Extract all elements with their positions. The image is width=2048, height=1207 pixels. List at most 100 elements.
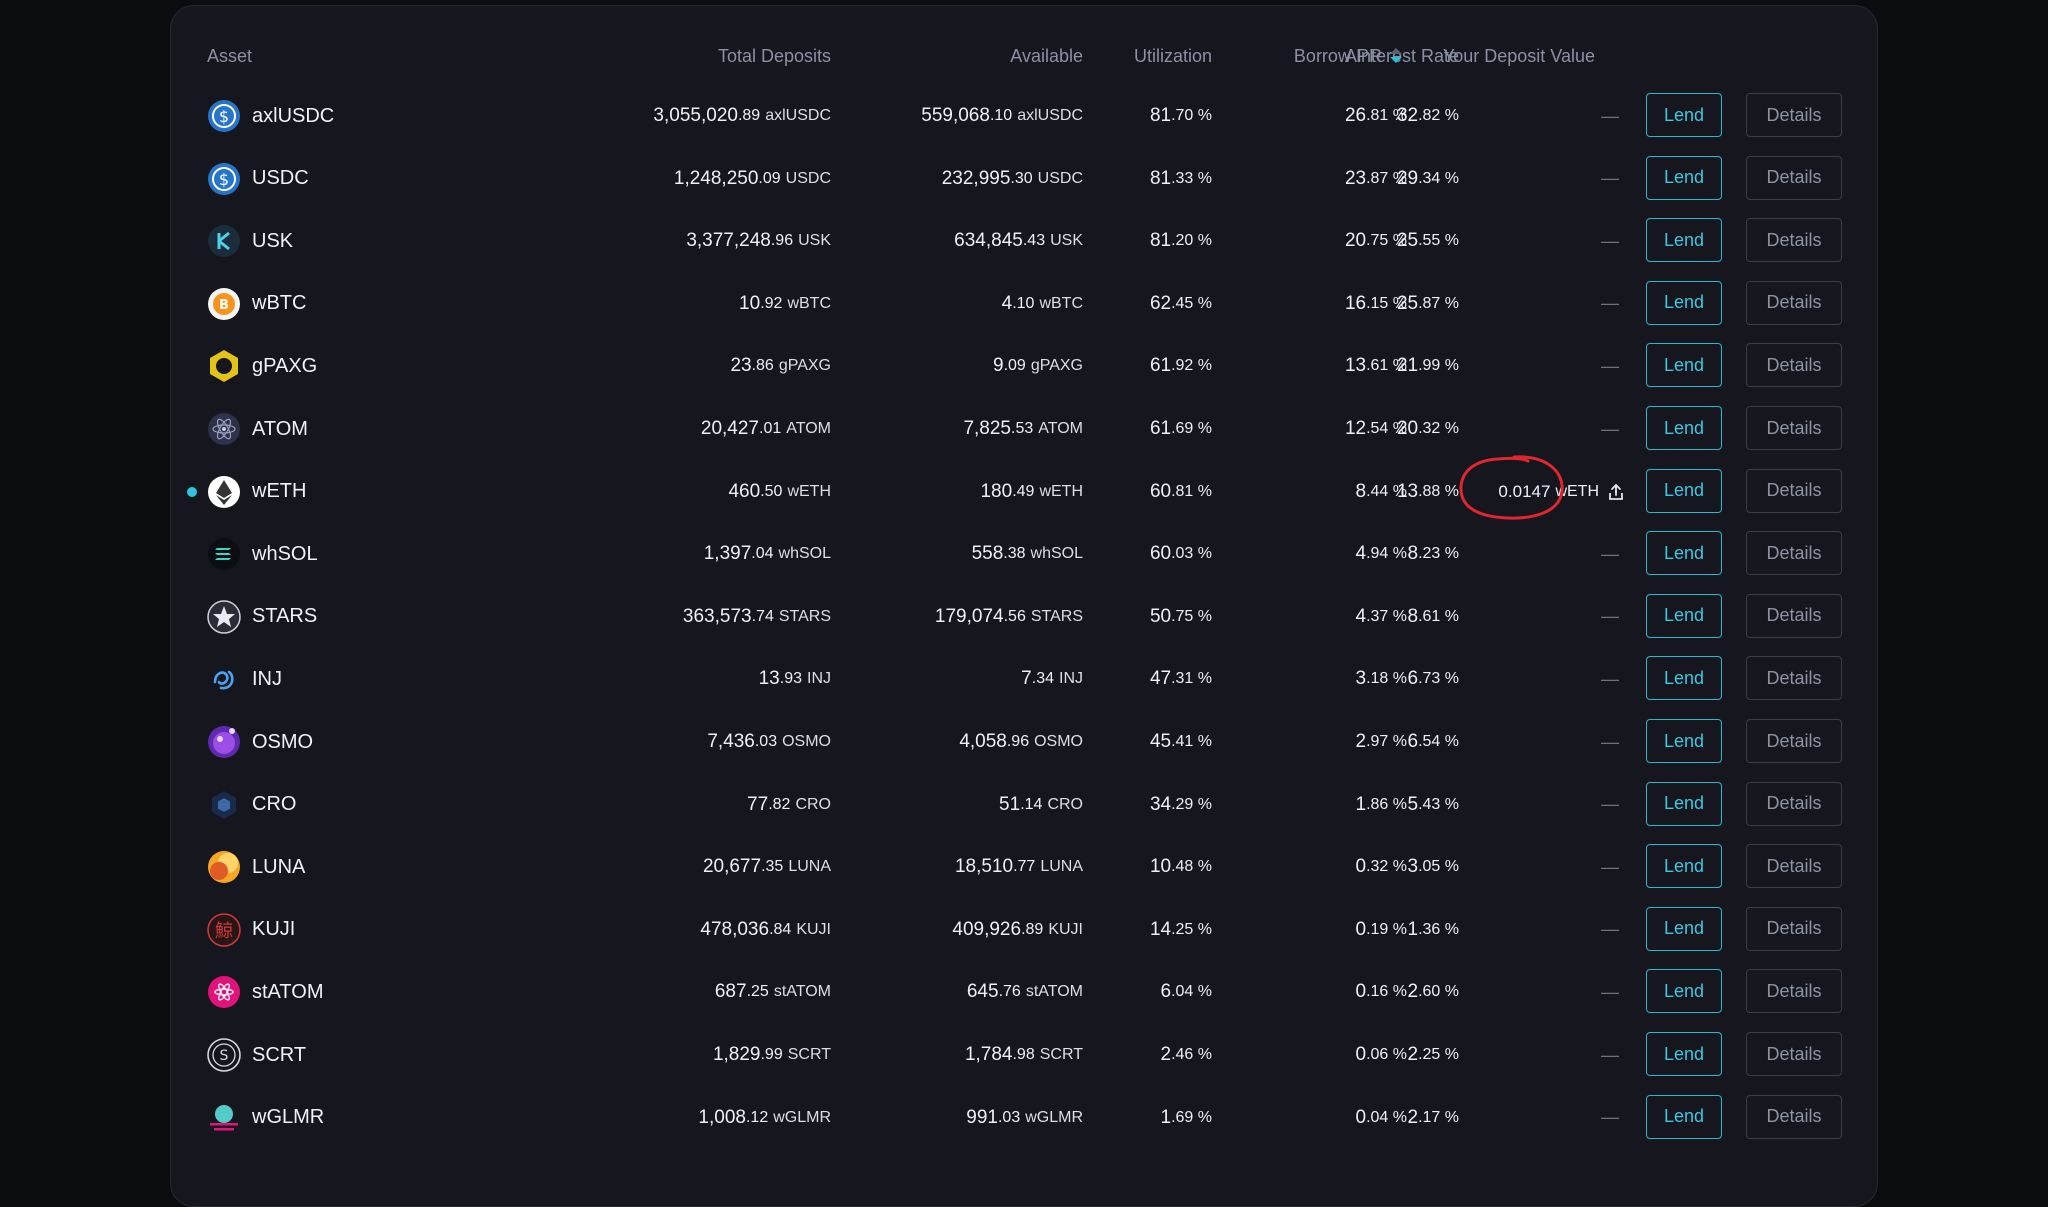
lend-button[interactable]: Lend xyxy=(1646,406,1722,450)
details-button[interactable]: Details xyxy=(1746,280,1842,325)
details-button[interactable]: Details xyxy=(1746,218,1842,263)
value-dec: .87 % xyxy=(1418,294,1459,312)
table-row[interactable]: wETH 460.50 wETH 180.49 wETH 60.81 % 13.88 % 8.… xyxy=(171,461,1877,523)
details-button[interactable]: Details xyxy=(1746,844,1842,889)
details-button[interactable]: Details xyxy=(1746,343,1842,388)
table-row[interactable]: whSOL 1,397.04 whSOL 558.38 whSOL 60.03 % 8.23… xyxy=(171,523,1877,585)
withdraw-upload-icon[interactable] xyxy=(1607,482,1625,502)
value-unit: whSOL xyxy=(1030,545,1083,563)
lend-button[interactable]: Lend xyxy=(1646,1032,1722,1076)
value-dec: .96 xyxy=(770,232,794,250)
lend-button[interactable]: Lend xyxy=(1646,656,1722,701)
details-button[interactable]: Details xyxy=(1746,1032,1842,1076)
value-dec: .12 xyxy=(745,1108,769,1126)
borrow-interest-rate: 13.88 % xyxy=(1397,461,1459,523)
value-dec: .41 % xyxy=(1171,733,1212,750)
details-button[interactable]: Details xyxy=(1746,593,1842,638)
lend-button[interactable]: Lend xyxy=(1646,1094,1722,1139)
col-utilization[interactable]: Utilization xyxy=(1133,46,1212,66)
table-row[interactable]: LUNA 20,677.35 LUNA 18,510.77 LUNA 10.48 % 3.0… xyxy=(171,836,1877,898)
lend-button[interactable]: Lend xyxy=(1646,969,1722,1014)
table-row[interactable]: INJ 13.93 INJ 7.34 INJ 47.31 % 6.73 % 3.18 % — Le… xyxy=(171,648,1877,710)
lend-button[interactable]: Lend xyxy=(1646,719,1722,763)
value-int: 0 xyxy=(1355,981,1367,1003)
value-dec: .92 xyxy=(760,294,783,312)
details-button[interactable]: Details xyxy=(1746,468,1842,513)
total-deposits: 10.92 wBTC xyxy=(739,273,831,335)
lend-button[interactable]: Lend xyxy=(1646,531,1722,576)
asset-name: stATOM xyxy=(252,980,324,1003)
lend-button[interactable]: Lend xyxy=(1646,468,1722,513)
value-unit: STARS xyxy=(778,607,831,625)
details-button[interactable]: Details xyxy=(1746,781,1842,826)
value-int: 1 xyxy=(1407,918,1419,940)
table-row[interactable]: STARS 363,573.74 STARS 179,074.56 STARS 50.75… xyxy=(171,586,1877,648)
details-button[interactable]: Details xyxy=(1746,93,1842,137)
details-button[interactable]: Details xyxy=(1746,531,1842,576)
value-int: 4 xyxy=(1001,292,1013,314)
col-total-deposits[interactable]: Total Deposits xyxy=(717,46,831,66)
lend-button[interactable]: Lend xyxy=(1646,593,1722,638)
lend-button[interactable]: Lend xyxy=(1646,155,1722,200)
col-available[interactable]: Available xyxy=(1010,46,1083,66)
table-row[interactable]: $ axlUSDC 3,055,020.89 axlUSDC 559,068.10 axl… xyxy=(171,85,1877,147)
value-int: 10 xyxy=(739,292,761,314)
details-button[interactable]: Details xyxy=(1746,719,1842,763)
table-row[interactable]: ATOM 20,427.01 ATOM 7,825.53 ATOM 61.69 % 20.3… xyxy=(171,398,1877,460)
borrow-interest-rate: 2.25 % xyxy=(1408,1024,1460,1086)
table-row[interactable]: wGLMR 1,008.12 wGLMR 991.03 wGLMR 1.69 % 2.17 … xyxy=(171,1087,1877,1149)
details-button[interactable]: Details xyxy=(1746,656,1842,701)
details-button[interactable]: Details xyxy=(1746,906,1842,951)
col-asset[interactable]: Asset xyxy=(207,46,253,66)
table-row[interactable]: gPAXG 23.86 gPAXG 9.09 gPAXG 61.92 % 21.99 % 13… xyxy=(171,335,1877,397)
sort-desc-icon[interactable] xyxy=(1390,48,1403,64)
value-int: 0 xyxy=(1355,1044,1367,1065)
details-button[interactable]: Details xyxy=(1746,969,1842,1014)
value-int: 1 xyxy=(1160,1106,1172,1128)
lend-button[interactable]: Lend xyxy=(1646,844,1722,889)
total-deposits: 687.25 stATOM xyxy=(715,961,831,1023)
value-unit: OSMO xyxy=(1034,733,1083,750)
value-int: 12 xyxy=(1344,418,1367,439)
value-dec: .37 % xyxy=(1366,607,1407,625)
your-deposit-value-empty: — xyxy=(1601,168,1619,189)
details-button[interactable]: Details xyxy=(1746,155,1842,200)
value-int: 1,784 xyxy=(964,1044,1013,1065)
value-int: 6 xyxy=(1160,981,1172,1003)
col-your-deposit-value[interactable]: Your Deposit Value xyxy=(1442,46,1595,66)
utilization: 81.20 % xyxy=(1150,210,1212,272)
value-int: 2 xyxy=(1355,731,1367,752)
lend-button[interactable]: Lend xyxy=(1646,906,1722,951)
total-deposits: 363,573.74 STARS xyxy=(683,586,831,648)
value-int: 4,058 xyxy=(959,731,1007,752)
lend-button[interactable]: Lend xyxy=(1646,218,1722,263)
borrow-interest-rate: 1.36 % xyxy=(1408,899,1460,961)
table-row[interactable]: S SCRT 1,829.99 SCRT 1,784.98 SCRT 2.46 % 2.25 … xyxy=(171,1024,1877,1086)
your-deposit-value-empty: — xyxy=(1601,543,1619,564)
lend-button[interactable]: Lend xyxy=(1646,781,1722,826)
value-int: 50 xyxy=(1149,605,1172,627)
available: 9.09 gPAXG xyxy=(993,335,1083,397)
apr: 0.16 % xyxy=(1356,961,1408,1023)
table-row[interactable]: USK 3,377,248.96 USK 634,845.43 USK 81.20 % 25… xyxy=(171,210,1877,272)
table-row[interactable]: CRO 77.82 CRO 51.14 CRO 34.29 % 5.43 % 1.86 % — L… xyxy=(171,774,1877,836)
value-dec: .10 xyxy=(1012,294,1035,312)
col-apr[interactable]: APR xyxy=(1345,46,1403,67)
value-unit: gPAXG xyxy=(778,357,831,375)
value-dec: .14 xyxy=(1020,795,1043,813)
lend-button[interactable]: Lend xyxy=(1646,280,1722,325)
value-dec: .25 % xyxy=(1418,1046,1459,1063)
value-unit: KUJI xyxy=(796,920,831,938)
value-int: 2 xyxy=(1407,981,1419,1003)
table-row[interactable]: $ USDC 1,248,250.09 USDC 232,995.30 USDC 81.33… xyxy=(171,148,1877,210)
lend-button[interactable]: Lend xyxy=(1646,343,1722,388)
table-row[interactable]: 鯨 KUJI 478,036.84 KUJI 409,926.89 KUJI 14.25 %… xyxy=(171,899,1877,961)
col-borrow-interest-rate[interactable]: Borrow Interest Rate xyxy=(1293,46,1459,66)
table-row[interactable]: stATOM 687.25 stATOM 645.76 stATOM 6.04 % 2.60… xyxy=(171,961,1877,1023)
details-button[interactable]: Details xyxy=(1746,1094,1842,1139)
lend-button[interactable]: Lend xyxy=(1646,93,1722,137)
table-header: Asset Total Deposits Available Utilizati… xyxy=(171,46,1877,72)
details-button[interactable]: Details xyxy=(1746,406,1842,450)
table-row[interactable]: OSMO 7,436.03 OSMO 4,058.96 OSMO 45.41 % 6.54 … xyxy=(171,711,1877,773)
